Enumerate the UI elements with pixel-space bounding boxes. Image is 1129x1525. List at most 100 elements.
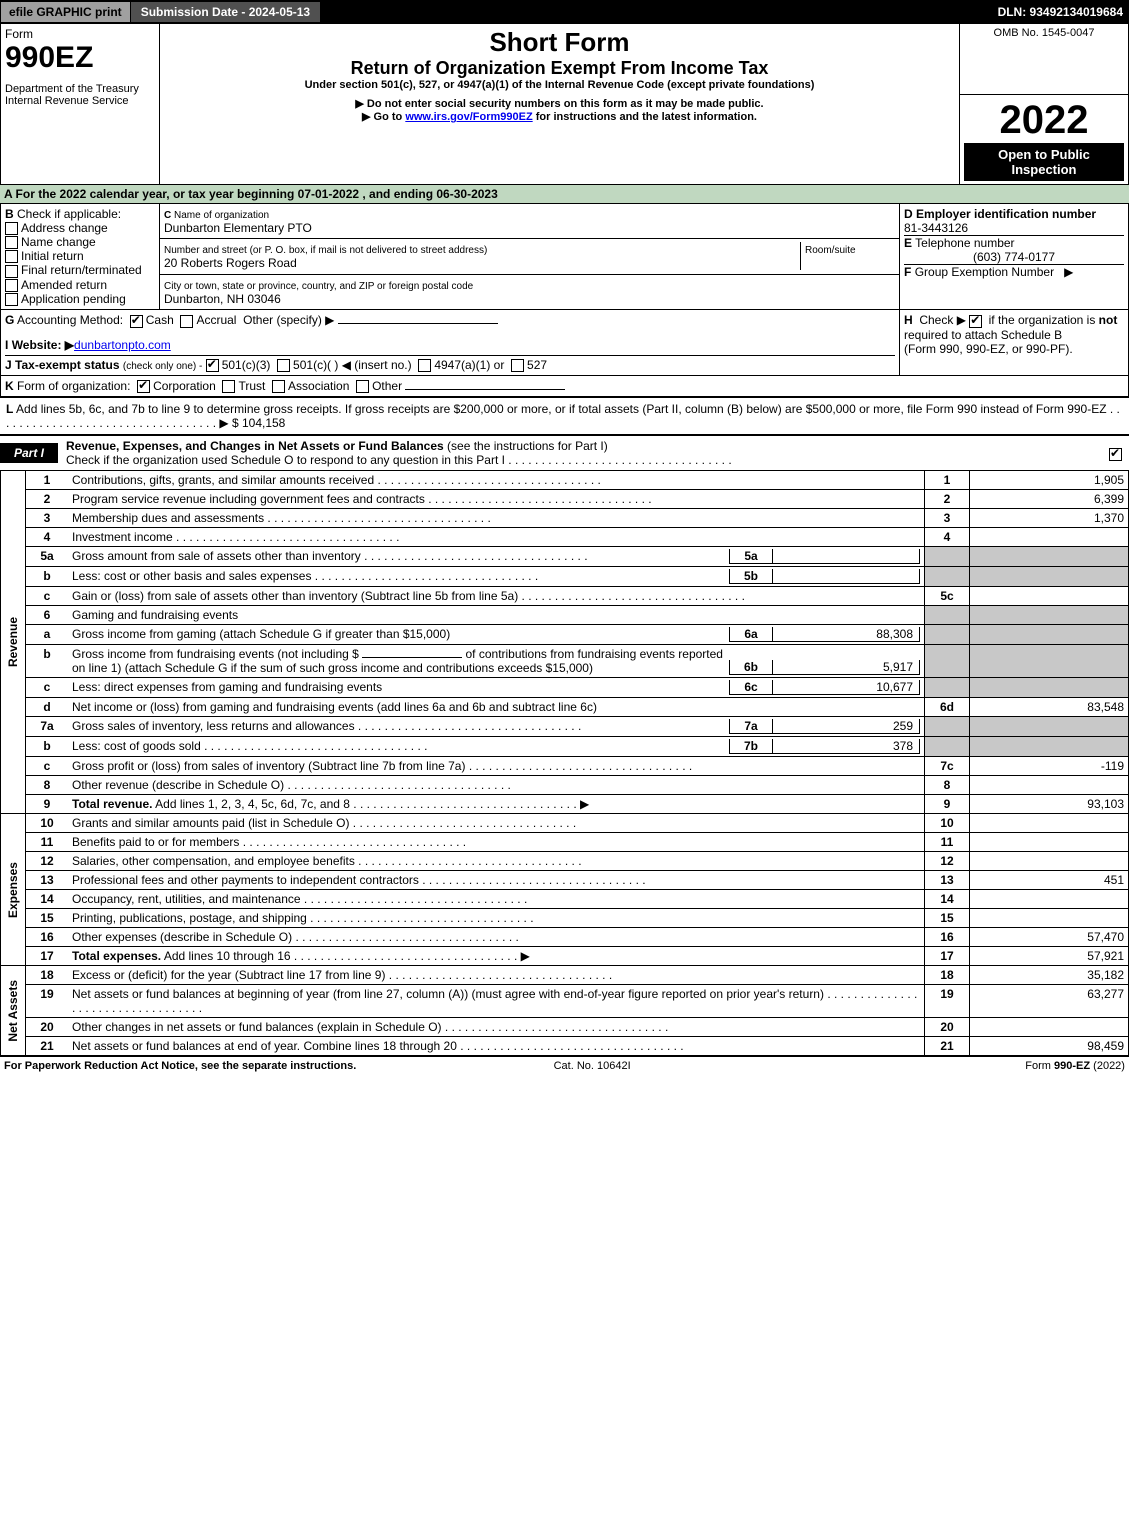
street-value: 20 Roberts Rogers Road [164,256,297,270]
expenses-label: Expenses [4,858,22,922]
line-6b-value: 5,917 [773,660,920,675]
street-label: Number and street (or P. O. box, if mail… [164,245,487,256]
section-c-name: C Name of organization Dunbarton Element… [160,203,900,239]
line-5c-value [969,587,1128,605]
part-i-title: Revenue, Expenses, and Changes in Net As… [58,436,1105,470]
501c3-checkbox[interactable] [206,359,219,372]
line-10-value [969,814,1128,832]
line-12-value [969,852,1128,870]
open-public: Open to Public Inspection [964,143,1124,181]
f-arrow: ▶ [1064,265,1073,279]
section-c-street: Number and street (or P. O. box, if mail… [160,239,900,275]
page-footer: For Paperwork Reduction Act Notice, see … [0,1056,1129,1075]
b-opt-pending[interactable]: Application pending [5,292,155,306]
line-i: I Website: ▶dunbartonpto.com [5,338,895,352]
website-link[interactable]: dunbartonpto.com [74,338,171,352]
line-k: K Form of organization: Corporation Trus… [0,376,1129,397]
line-6c-value: 10,677 [773,680,920,695]
corp-checkbox[interactable] [137,380,150,393]
line-l: L Add lines 5b, 6c, and 7b to line 9 to … [0,397,1129,435]
b-opt-initial[interactable]: Initial return [5,249,155,263]
revenue-section: Revenue 1Contributions, gifts, grants, a… [0,471,1129,814]
header-table: Form 990EZ Department of the Treasury In… [0,24,1129,185]
b-head: Check if applicable: [17,207,121,221]
line-6a-value: 88,308 [773,627,920,642]
c-name-label: Name of organization [174,210,269,221]
527-checkbox[interactable] [511,359,524,372]
h-label: H [904,313,913,327]
net-assets-label: Net Assets [4,976,22,1046]
gross-receipts: $ 104,158 [232,416,285,430]
accrual-checkbox[interactable] [180,315,193,328]
j-label: J [5,358,12,372]
c-label: C [164,210,171,221]
k-label: K [5,379,14,393]
501c-checkbox[interactable] [277,359,290,372]
revenue-label: Revenue [4,613,22,671]
phone-value: (603) 774-0177 [904,250,1124,264]
line-7a-value: 259 [773,719,920,734]
line-9-value: 93,103 [969,795,1128,813]
part-i-header: Part I Revenue, Expenses, and Changes in… [0,435,1129,471]
right-info: D Employer identification number 81-3443… [900,203,1129,310]
b-label: B [5,207,14,221]
e-label: E [904,236,912,250]
line-g: G Accounting Method: Cash Accrual Other … [5,313,895,327]
j-text: Tax-exempt status [15,358,119,372]
trust-checkbox[interactable] [222,380,235,393]
schedule-b-checkbox[interactable] [969,315,982,328]
form-990ez-page: efile GRAPHIC print Submission Date - 20… [0,0,1129,1075]
line-1-value: 1,905 [969,471,1128,489]
line-7b-value: 378 [773,739,920,754]
d-head: Employer identification number [916,207,1096,221]
section-a: A For the 2022 calendar year, or tax yea… [0,185,1129,203]
city-label: City or town, state or province, country… [164,281,473,292]
form-id-cell: Form 990EZ Department of the Treasury In… [1,24,160,184]
section-g-i-j: G Accounting Method: Cash Accrual Other … [1,310,900,376]
part-i-checkbox[interactable] [1109,448,1122,461]
line-4-value [969,528,1128,546]
section-b: B Check if applicable: Address change Na… [1,203,160,310]
omb-cell: OMB No. 1545-0047 [960,24,1129,94]
k-text: Form of organization: [17,379,130,393]
b-opt-final[interactable]: Final return/terminated [5,263,155,277]
assoc-checkbox[interactable] [272,380,285,393]
g-text: Accounting Method: [17,313,123,327]
line-11-value [969,833,1128,851]
line-j: J Tax-exempt status (check only one) - 5… [5,355,895,372]
top-bar: efile GRAPHIC print Submission Date - 20… [0,0,1129,24]
d-label: D [904,207,913,221]
l-label: L [6,402,13,416]
f-label: F [904,265,911,279]
form-word: Form [5,27,155,41]
other-checkbox[interactable] [356,380,369,393]
tax-year: 2022 [964,98,1124,143]
b-opt-name[interactable]: Name change [5,235,155,249]
line-19-value: 63,277 [969,985,1128,1017]
line-20-value [969,1018,1128,1036]
line-3-value: 1,370 [969,509,1128,527]
line-14-value [969,890,1128,908]
goto-post: for instructions and the latest informat… [533,111,757,123]
line-16-value: 57,470 [969,928,1128,946]
expenses-section: Expenses 10Grants and similar amounts pa… [0,814,1129,966]
form-subtitle: Return of Organization Exempt From Incom… [164,58,955,79]
title-cell: Short Form Return of Organization Exempt… [160,24,960,94]
i-text: Website: ▶ [12,338,74,352]
instructions-cell: ▶ Do not enter social security numbers o… [160,94,960,184]
goto-pre: ▶ Go to [362,111,405,123]
irs-link[interactable]: www.irs.gov/Form990EZ [405,111,532,123]
goto-line: ▶ Go to www.irs.gov/Form990EZ for instru… [164,110,955,123]
b-opt-amended[interactable]: Amended return [5,278,155,292]
b-opt-address[interactable]: Address change [5,221,155,235]
cash-checkbox[interactable] [130,315,143,328]
g-label: G [5,313,14,327]
line-8-value [969,776,1128,794]
city-value: Dunbarton, NH 03046 [164,292,281,306]
ssn-warning: ▶ Do not enter social security numbers o… [164,97,955,110]
line-21-value: 98,459 [969,1037,1128,1055]
omb-number: OMB No. 1545-0047 [964,27,1124,39]
efile-print-button[interactable]: efile GRAPHIC print [0,1,131,23]
line-2-value: 6,399 [969,490,1128,508]
4947-checkbox[interactable] [418,359,431,372]
